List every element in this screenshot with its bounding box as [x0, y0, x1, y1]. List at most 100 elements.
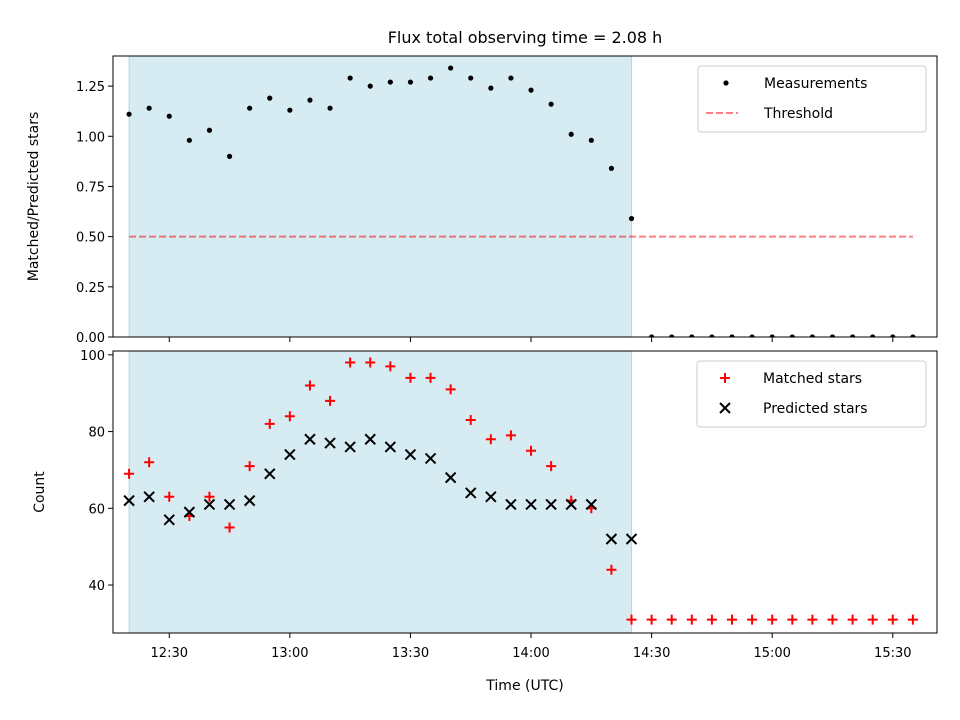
matched-star-point — [907, 614, 918, 625]
measurement-point — [367, 83, 373, 89]
top-axes-frame — [112, 55, 938, 338]
measurement-point — [548, 101, 554, 107]
bottom-legend: Matched stars Predicted stars — [696, 360, 927, 428]
matched-star-point — [827, 614, 838, 625]
measurement-point — [427, 75, 434, 81]
top-y-tick-label: 0.50 — [76, 231, 105, 246]
matched-star-point — [124, 468, 135, 479]
measurement-point — [347, 75, 353, 81]
matched-star-point — [365, 357, 376, 368]
measurement-point — [588, 137, 594, 143]
bottom-axes-frame — [112, 350, 938, 634]
measurement-point — [649, 334, 655, 337]
top-y-tick-label: 1.25 — [76, 80, 105, 95]
measurement-point — [528, 87, 534, 93]
measurement-point — [870, 334, 876, 337]
measurement-point — [186, 137, 192, 143]
bottom-plot-area — [123, 351, 918, 633]
matched-star-point — [204, 491, 215, 502]
top-legend: Measurements Threshold — [697, 65, 927, 133]
matched-star-point — [606, 564, 617, 575]
measurement-point — [387, 79, 393, 85]
matched-star-point — [747, 614, 758, 625]
matched-star-point — [325, 395, 336, 406]
matched-star-point — [686, 614, 697, 625]
bottom-legend-box — [696, 360, 927, 428]
predicted-star-point — [344, 441, 356, 453]
matched-star-point — [144, 457, 155, 468]
measurement-point — [568, 131, 574, 137]
x-tick-label: 14:30 — [633, 646, 670, 661]
measurement-point — [809, 334, 815, 337]
predicted-star-point — [625, 533, 638, 545]
top-panel: 0.00 0.25 0.50 0.75 1.00 1.25 Matched/Predicte… — [26, 55, 938, 346]
measurement-point — [267, 95, 273, 101]
top-observing-span — [128, 56, 633, 337]
measurement-point — [247, 105, 253, 111]
measurement-point — [206, 127, 213, 133]
measurement-point — [749, 334, 755, 337]
matched-star-point — [706, 614, 717, 625]
predicted-star-point — [384, 441, 397, 453]
x-axis-label: Time (UTC) — [485, 678, 563, 694]
measurement-point — [689, 334, 695, 337]
chart-title: Flux total observing time = 2.08 h — [388, 28, 663, 47]
top-legend-label: Measurements — [764, 76, 867, 92]
measurement-point — [849, 334, 856, 337]
matched-star-point — [807, 614, 818, 625]
x-tick-label: 12:30 — [151, 646, 188, 661]
matched-star-point — [526, 445, 537, 456]
measurement-point — [468, 75, 474, 81]
predicted-star-point — [525, 498, 537, 511]
bottom-panel: 40 60 80 100 12:30 13:00 13:30 14:00 14:30 15:00 1… — [32, 349, 938, 661]
matched-star-point — [485, 434, 496, 445]
predicted-star-point — [444, 471, 457, 484]
measurement-point — [910, 334, 916, 337]
x-tick-label: 13:00 — [271, 646, 308, 661]
predicted-star-point — [163, 514, 175, 526]
bottom-y-axis-label: Count — [32, 471, 48, 513]
x-tick-label: 14:00 — [512, 646, 549, 661]
x-tick-label: 15:30 — [874, 646, 911, 661]
matched-star-point — [345, 357, 356, 368]
matched-star-point — [867, 614, 878, 625]
measurement-point — [709, 334, 715, 337]
predicted-star-point — [183, 506, 196, 518]
predicted-star-point — [565, 498, 577, 511]
measurement-point — [166, 113, 172, 119]
matched-star-point — [164, 491, 175, 502]
top-y-tick-label: 0.25 — [76, 281, 105, 296]
bottom-y-tick-label: 100 — [80, 349, 105, 364]
matched-star-point — [646, 614, 657, 625]
measurement-point — [488, 85, 494, 91]
measurement-point — [789, 334, 795, 337]
matched-star-point — [727, 614, 738, 625]
legend-matched-marker — [720, 373, 730, 383]
measurement-point — [226, 153, 233, 159]
predicted-star-point — [243, 494, 256, 507]
measurement-point — [669, 334, 675, 337]
legend-predicted-marker — [719, 402, 731, 414]
predicted-star-point — [605, 533, 618, 545]
matched-star-point — [445, 384, 456, 395]
matched-star-point — [425, 372, 436, 383]
matched-star-point — [385, 361, 396, 372]
predicted-star-point — [364, 433, 376, 445]
measurement-point — [628, 215, 635, 222]
top-legend-label: Threshold — [763, 106, 833, 122]
x-tick-label: 13:30 — [392, 646, 429, 661]
matched-star-point — [505, 430, 516, 441]
predicted-star-point — [284, 448, 296, 461]
matched-star-point — [847, 614, 858, 625]
measurement-point — [769, 334, 775, 337]
bottom-y-tick-label: 80 — [88, 426, 105, 441]
matched-star-point — [465, 415, 476, 426]
measurement-point — [829, 334, 836, 337]
predicted-star-point — [465, 487, 477, 499]
matched-star-point — [244, 461, 255, 472]
measurement-point — [729, 334, 735, 337]
matched-star-point — [284, 411, 295, 422]
matched-star-point — [626, 614, 637, 625]
measurement-point — [448, 65, 454, 71]
